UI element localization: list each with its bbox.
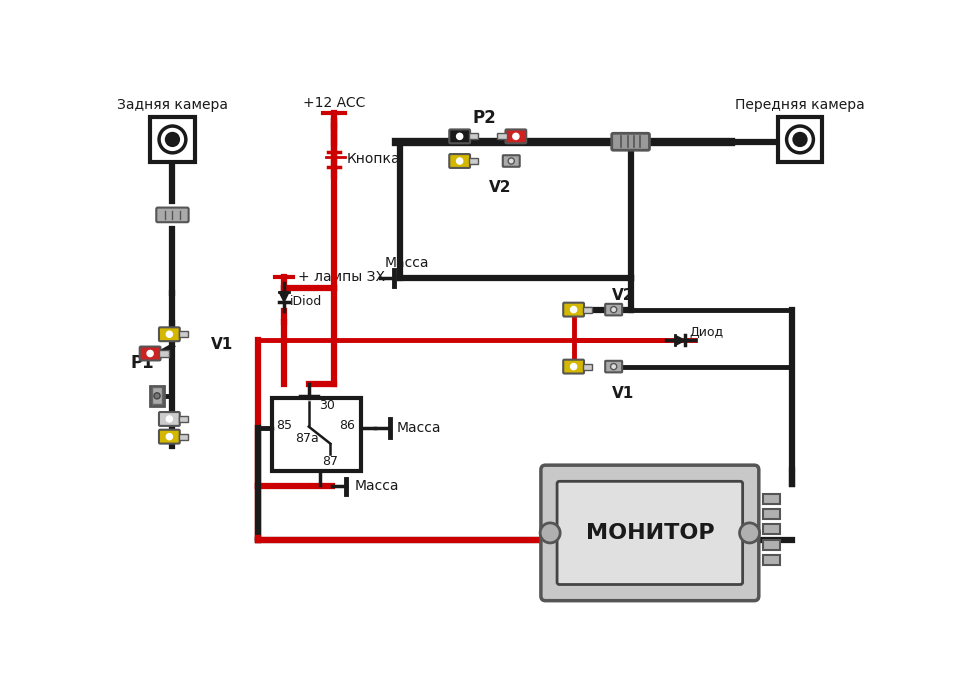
- Bar: [159, 351, 169, 356]
- Circle shape: [540, 523, 560, 543]
- Bar: [778, 117, 823, 162]
- Bar: [468, 133, 478, 139]
- Bar: [763, 555, 780, 566]
- Circle shape: [166, 433, 173, 440]
- Bar: [150, 386, 164, 406]
- FancyBboxPatch shape: [449, 154, 470, 168]
- Text: Кнопка: Кнопка: [347, 153, 400, 167]
- Bar: [763, 509, 780, 519]
- Text: 87: 87: [323, 455, 339, 468]
- Text: Задняя камера: Задняя камера: [117, 98, 228, 112]
- FancyBboxPatch shape: [449, 130, 470, 144]
- Bar: [179, 416, 188, 422]
- Bar: [583, 307, 592, 313]
- Bar: [763, 540, 780, 550]
- Bar: [583, 363, 592, 370]
- Text: V1: V1: [211, 337, 233, 352]
- FancyBboxPatch shape: [564, 360, 584, 374]
- Text: iDiod: iDiod: [290, 295, 323, 309]
- Bar: [468, 158, 478, 164]
- Text: +12 ACC: +12 ACC: [303, 95, 366, 109]
- Circle shape: [794, 133, 806, 146]
- Circle shape: [166, 331, 173, 337]
- Circle shape: [508, 158, 515, 164]
- Circle shape: [570, 307, 577, 313]
- FancyBboxPatch shape: [159, 328, 180, 341]
- FancyBboxPatch shape: [564, 302, 584, 316]
- Text: 85: 85: [276, 419, 292, 432]
- Bar: [152, 387, 162, 405]
- Text: 30: 30: [320, 399, 335, 412]
- FancyBboxPatch shape: [140, 346, 160, 360]
- Bar: [763, 524, 780, 535]
- Text: 87a: 87a: [296, 432, 319, 444]
- FancyBboxPatch shape: [506, 130, 526, 144]
- Text: Масса: Масса: [355, 480, 399, 494]
- Circle shape: [166, 416, 173, 422]
- Circle shape: [611, 363, 616, 370]
- Bar: [763, 494, 780, 504]
- Text: Масса: Масса: [396, 421, 441, 435]
- Circle shape: [611, 307, 616, 313]
- FancyBboxPatch shape: [605, 360, 622, 372]
- Circle shape: [739, 523, 759, 543]
- Text: V1: V1: [612, 386, 634, 401]
- FancyBboxPatch shape: [557, 482, 743, 584]
- Bar: [179, 433, 188, 440]
- Bar: [497, 133, 507, 139]
- Circle shape: [159, 126, 186, 153]
- FancyBboxPatch shape: [540, 466, 758, 601]
- Text: МОНИТОР: МОНИТОР: [586, 523, 714, 543]
- Circle shape: [513, 133, 519, 139]
- Text: P1: P1: [131, 354, 154, 372]
- Circle shape: [147, 351, 154, 356]
- Text: V2: V2: [612, 288, 635, 303]
- FancyBboxPatch shape: [503, 155, 519, 167]
- Polygon shape: [675, 335, 685, 345]
- Circle shape: [457, 133, 463, 139]
- Circle shape: [154, 393, 160, 399]
- Text: Масса: Масса: [384, 256, 429, 270]
- Circle shape: [166, 133, 179, 146]
- FancyBboxPatch shape: [159, 412, 180, 426]
- Text: V2: V2: [489, 180, 511, 195]
- Bar: [179, 331, 188, 337]
- Text: Передняя камера: Передняя камера: [735, 98, 865, 112]
- FancyBboxPatch shape: [159, 430, 180, 444]
- FancyBboxPatch shape: [156, 208, 188, 222]
- FancyBboxPatch shape: [612, 133, 650, 150]
- Text: 86: 86: [339, 419, 355, 432]
- Circle shape: [786, 126, 813, 153]
- Bar: [150, 117, 195, 162]
- Polygon shape: [279, 292, 289, 302]
- Circle shape: [570, 363, 577, 370]
- Circle shape: [457, 158, 463, 164]
- Text: + лампы ЗХ: + лампы ЗХ: [298, 270, 385, 284]
- FancyBboxPatch shape: [605, 304, 622, 316]
- Text: P2: P2: [472, 108, 496, 127]
- Text: Диод: Диод: [689, 326, 723, 340]
- Bar: [273, 398, 361, 471]
